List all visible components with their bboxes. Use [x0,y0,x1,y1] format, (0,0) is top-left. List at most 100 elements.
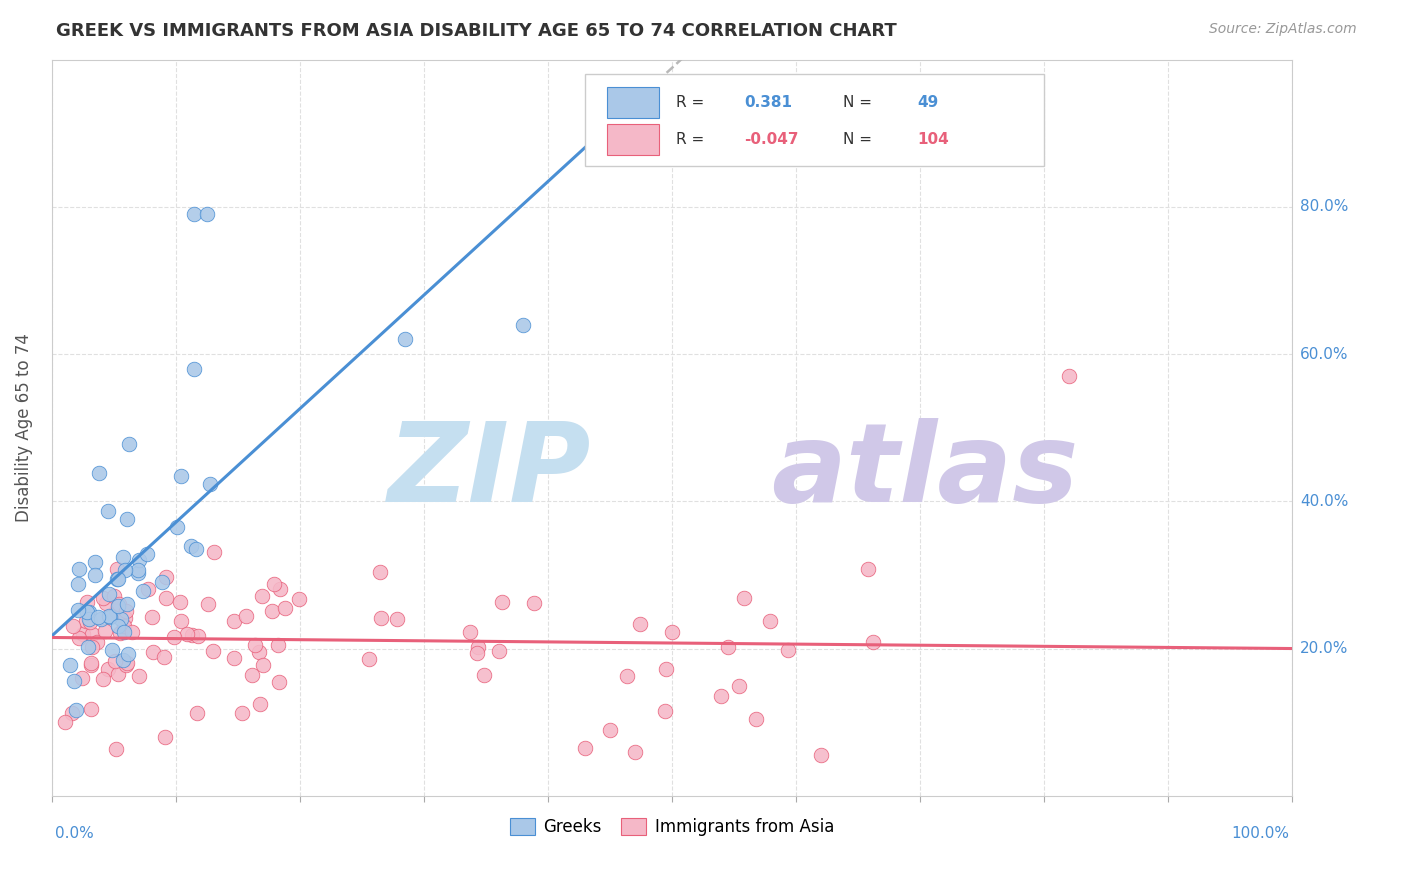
Point [135,547,157,561]
Point [118,437,141,451]
Point [733,591,755,605]
Point [184,541,207,556]
Point [599,723,621,737]
Point [67,562,90,576]
Point [90,611,112,625]
Point [710,689,733,703]
Point [107,619,129,633]
Point [370,611,392,625]
Point [91,591,114,605]
Point [810,747,832,762]
Point [170,614,193,628]
FancyBboxPatch shape [607,124,659,154]
Point [512,318,534,332]
Point [252,658,274,673]
Point [107,597,129,611]
Point [166,520,188,534]
Point [202,545,225,559]
Point [491,594,513,608]
Point [62,618,84,632]
Point [142,645,165,659]
Point [488,644,510,658]
Point [262,603,284,617]
Point [111,653,134,667]
Point [181,628,204,642]
Point [467,640,489,655]
Point [117,648,139,662]
Point [65,703,87,717]
Point [112,619,135,633]
Point [98,609,121,624]
Text: atlas: atlas [770,418,1078,525]
Point [183,207,205,221]
Point [105,572,128,586]
Point [63,674,86,689]
Point [80,702,103,716]
Point [187,629,209,643]
Y-axis label: Disability Age 65 to 74: Disability Age 65 to 74 [15,334,32,522]
Point [79,605,101,619]
Point [89,466,111,480]
Point [104,604,127,618]
Point [247,645,270,659]
Point [91,672,114,686]
Point [252,589,274,603]
Text: N =: N = [844,132,872,146]
Text: 104: 104 [918,132,949,146]
Point [107,572,129,586]
Point [55,715,77,730]
Point [70,671,93,685]
Point [243,638,266,652]
Point [758,614,780,628]
Point [80,626,103,640]
Point [176,627,198,641]
Point [66,577,89,591]
Point [288,592,311,607]
Point [235,609,257,624]
Text: 80.0%: 80.0% [1301,199,1348,214]
Point [67,631,90,645]
Point [269,582,291,596]
Point [117,511,139,525]
Point [385,612,408,626]
Text: N =: N = [844,95,872,110]
Point [163,630,186,644]
Point [127,566,149,581]
Point [368,565,391,579]
Point [115,604,138,618]
Point [153,649,176,664]
Point [97,662,120,676]
Point [263,576,285,591]
Point [108,626,131,640]
Point [132,583,155,598]
Point [1057,369,1080,384]
Point [717,640,740,654]
Point [93,624,115,638]
Text: 49: 49 [918,95,939,110]
Point [76,606,98,620]
Text: R =: R = [676,132,704,146]
Point [112,625,135,640]
Text: ZIP: ZIP [388,418,592,525]
Point [103,589,125,603]
FancyBboxPatch shape [607,87,659,118]
Text: 40.0%: 40.0% [1301,494,1348,508]
Point [114,563,136,577]
Point [222,651,245,665]
Point [183,361,205,376]
Point [655,662,678,676]
Point [198,476,221,491]
Text: 0.0%: 0.0% [55,826,93,841]
Point [97,503,120,517]
Point [127,563,149,577]
Point [84,567,107,582]
Point [858,562,880,576]
Point [115,658,138,673]
Point [267,638,290,652]
Point [180,539,202,553]
Point [523,596,546,610]
Point [128,669,150,683]
Point [224,615,246,629]
Text: GREEK VS IMMIGRANTS FROM ASIA DISABILITY AGE 65 TO 74 CORRELATION CHART: GREEK VS IMMIGRANTS FROM ASIA DISABILITY… [56,22,897,40]
Point [195,207,218,221]
